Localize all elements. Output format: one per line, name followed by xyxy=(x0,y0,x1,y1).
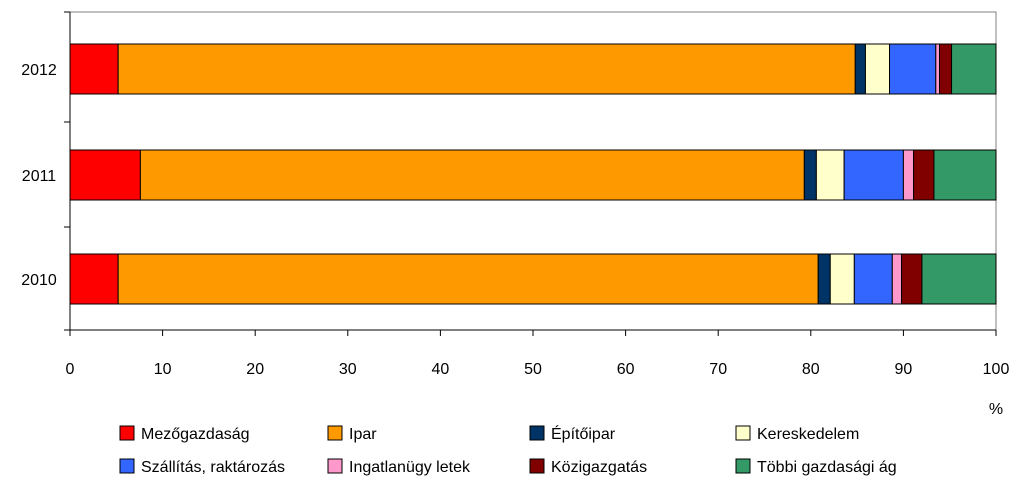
legend-label: Szállítás, raktározás xyxy=(141,459,285,476)
bar-segment xyxy=(117,43,856,95)
legend-swatch xyxy=(735,458,751,474)
legend-swatch xyxy=(735,425,751,441)
legend-label: Építőipar xyxy=(551,424,616,443)
bar-segment xyxy=(117,253,819,305)
bar-segment xyxy=(69,149,141,201)
legend-swatch xyxy=(529,425,545,441)
bar-segment xyxy=(951,43,997,95)
bar-segment xyxy=(921,253,997,305)
category-label: 2012 xyxy=(21,62,57,79)
category-label: 2010 xyxy=(21,272,57,289)
bar-segment xyxy=(864,43,891,95)
x-tick-label: 20 xyxy=(246,361,264,378)
legend-label: Közigazgatás xyxy=(551,459,647,476)
bar-segment xyxy=(939,43,953,95)
bar-segment xyxy=(913,149,935,201)
x-tick-label: 40 xyxy=(432,361,450,378)
x-tick-label: 60 xyxy=(617,361,635,378)
x-tick-label: 70 xyxy=(709,361,727,378)
bar-segment xyxy=(815,149,845,201)
legend-label: Ingatlanügy letek xyxy=(349,459,471,476)
bar-segment xyxy=(935,43,941,95)
legend-swatch xyxy=(529,458,545,474)
bar-segment xyxy=(69,253,119,305)
legend-label: Kereskedelem xyxy=(757,426,859,443)
bar-segment xyxy=(902,149,915,201)
bar-segment xyxy=(139,149,805,201)
x-tick-label: 0 xyxy=(66,361,75,378)
x-tick-label: 80 xyxy=(802,361,820,378)
legend-swatch xyxy=(119,425,135,441)
bar-segment xyxy=(843,149,904,201)
legend-swatch xyxy=(327,425,343,441)
category-label: 2011 xyxy=(22,168,57,185)
bar-segment xyxy=(817,253,831,305)
bar-segment xyxy=(891,253,903,305)
bar-segment xyxy=(829,253,855,305)
x-tick-label: 50 xyxy=(524,361,542,378)
x-tick-label: 10 xyxy=(154,361,172,378)
bar-segment xyxy=(853,253,893,305)
legend-label: Többi gazdasági ág xyxy=(757,459,897,476)
bar-segment xyxy=(901,253,923,305)
bar-segment xyxy=(889,43,937,95)
legend-label: Mezőgazdaság xyxy=(141,426,250,443)
bar-segment xyxy=(854,43,866,95)
legend-swatch xyxy=(327,458,343,474)
x-tick-label: 100 xyxy=(983,361,1010,378)
bar-segment xyxy=(803,149,817,201)
bar-segment xyxy=(69,43,119,95)
x-tick-label: 30 xyxy=(339,361,357,378)
bar-segment xyxy=(933,149,997,201)
x-axis-unit-label: % xyxy=(989,401,1003,418)
x-tick-label: 90 xyxy=(895,361,913,378)
legend-label: Ipar xyxy=(349,426,377,443)
legend-swatch xyxy=(119,458,135,474)
